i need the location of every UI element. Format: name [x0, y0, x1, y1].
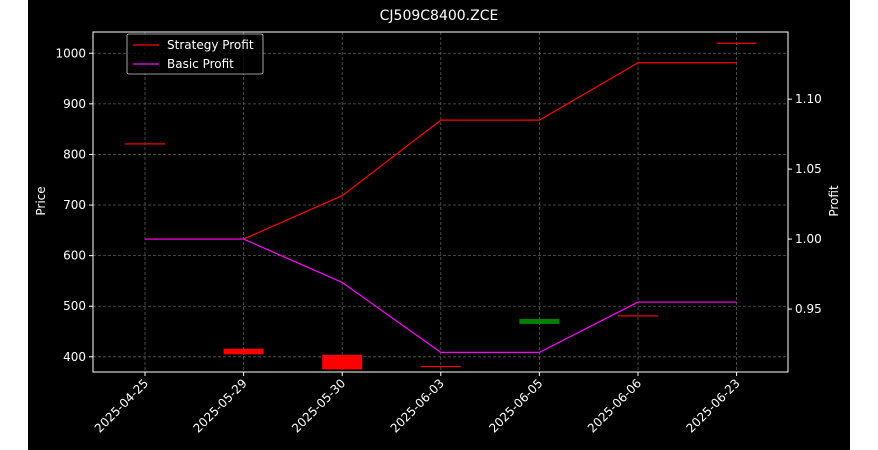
profit-lines: [145, 62, 737, 354]
y-axis-label: Price: [34, 186, 48, 215]
x-tick-label: 2025-05-29: [191, 376, 250, 435]
candle-body: [322, 354, 363, 370]
y2-axis-label: Profit: [827, 185, 841, 217]
x-tick-label: 2025-06-05: [486, 376, 545, 435]
y-tick-label: 400: [63, 350, 86, 364]
y-tick-label: 1000: [55, 46, 86, 60]
candle-body: [716, 42, 757, 44]
chart-title: CJ509C8400.ZCE: [380, 8, 499, 24]
x-tick-label: 2025-06-06: [585, 376, 644, 435]
basic-profit-line: [145, 238, 737, 354]
legend-label-strategy-profit: Strategy Profit: [167, 38, 254, 52]
x-tick-label: 2025-05-30: [289, 376, 348, 435]
x-tick-label: 2025-06-03: [388, 376, 447, 435]
y-tick-label: 700: [63, 198, 86, 212]
candle-body: [618, 315, 658, 317]
y-tick-label: 600: [63, 249, 86, 263]
y-tick-label: 800: [63, 147, 86, 161]
candle-body: [223, 348, 264, 355]
axis-ticks: 2025-04-25 2025-05-29 2025-05-30 2025-06-03…: [55, 46, 821, 435]
price-candles: [125, 42, 757, 370]
y2-tick-label: 0.95: [795, 302, 822, 316]
x-tick-label: 2025-06-23: [684, 376, 743, 435]
candle-body: [125, 143, 165, 145]
chart-canvas: CJ509C8400.ZCE Price Profit 2025-04-25 20…: [34, 8, 841, 435]
chart-figure: CJ509C8400.ZCE Price Profit 2025-04-25 20…: [28, 0, 850, 450]
candle-body: [519, 318, 560, 324]
legend: Strategy Profit Basic Profit: [126, 33, 264, 75]
legend-label-basic-profit: Basic Profit: [167, 57, 234, 71]
legend-box: [126, 33, 264, 75]
y2-tick-label: 1.05: [795, 162, 822, 176]
y-tick-label: 900: [63, 97, 86, 111]
candle-body: [420, 365, 461, 368]
grid-lines: [93, 32, 788, 372]
y-tick-label: 500: [63, 299, 86, 313]
y2-tick-label: 1.00: [795, 232, 822, 246]
y2-tick-label: 1.10: [795, 92, 822, 106]
x-tick-label: 2025-04-25: [92, 376, 151, 435]
